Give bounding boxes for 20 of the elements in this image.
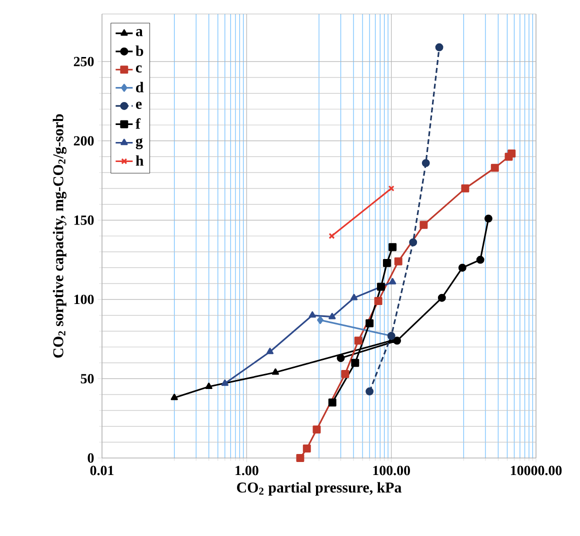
x-tick-label: 1.00 bbox=[236, 466, 258, 476]
legend-label: h bbox=[136, 155, 144, 166]
y-tick-label: 100 bbox=[74, 294, 94, 304]
y-tick-label: 200 bbox=[74, 136, 94, 146]
legend-label: g bbox=[136, 138, 143, 150]
y-axis-title: CO$_{2}$ sorptive capacity, mg-CO$_{2}$/g-sorb bbox=[52, 114, 66, 358]
legend-label: c bbox=[136, 65, 142, 73]
x-tick-label: 100.00 bbox=[373, 466, 410, 476]
legend-label: d bbox=[136, 82, 144, 92]
legend-label: e bbox=[136, 102, 142, 109]
x-tick-label: 10000.00 bbox=[510, 466, 562, 476]
y-tick-label: 250 bbox=[74, 56, 94, 66]
x-tick-label: 0.01 bbox=[90, 466, 114, 476]
legend-label: a bbox=[136, 29, 143, 36]
y-tick-label: 150 bbox=[74, 215, 94, 225]
legend-label: b bbox=[136, 46, 144, 56]
y-tick-label: 0 bbox=[88, 453, 94, 463]
x-axis-title: CO$_{2}$ partial pressure, kPa bbox=[237, 482, 402, 496]
y-tick-label: 50 bbox=[80, 374, 94, 384]
legend-label: f bbox=[136, 118, 141, 129]
